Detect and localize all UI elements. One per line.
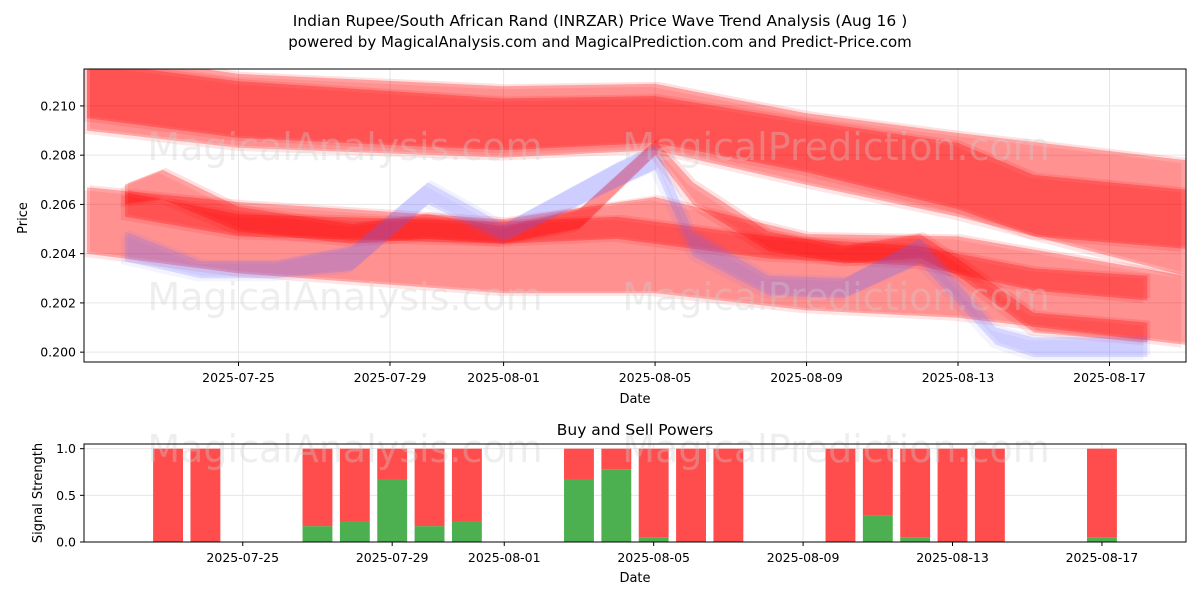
power-x-tick-label: 2025-08-13 (916, 550, 989, 565)
price-x-tick-label: 2025-08-09 (770, 370, 843, 385)
figure: Indian Rupee/South African Rand (INRZAR)… (0, 0, 1200, 600)
price-x-tick-label: 2025-08-05 (619, 370, 692, 385)
power-y-tick-label: 1.0 (56, 441, 76, 456)
price-y-tick-label: 0.206 (40, 197, 76, 212)
watermark-prediction-bottom: MagicalPrediction.com (622, 427, 1050, 471)
power-x-ticks: 2025-07-25 2025-07-29 2025-08-01 2025-08-05… (206, 542, 1138, 565)
price-x-ticks: 2025-07-25 2025-07-29 2025-08-01 2025-08-05… (202, 362, 1146, 385)
power-x-tick-label: 2025-08-01 (468, 550, 541, 565)
buy-bar (639, 537, 669, 542)
price-x-tick-label: 2025-08-13 (922, 370, 995, 385)
power-y-axis-label: Signal Strength (31, 443, 46, 543)
buy-bar (340, 521, 370, 542)
watermark-analysis-bottom: MagicalAnalysis.com (147, 427, 542, 471)
price-y-axis-label: Price (16, 202, 31, 234)
price-chart: MagicalAnalysis.com MagicalPrediction.co… (16, 50, 1188, 407)
buy-bar (863, 516, 893, 542)
power-y-tick-label: 0.5 (56, 488, 76, 503)
price-y-tick-label: 0.202 (40, 295, 76, 310)
price-x-axis-label: Date (619, 392, 650, 407)
power-y-ticks: 0.0 0.5 1.0 (56, 441, 84, 549)
price-y-tick-label: 0.210 (40, 98, 76, 113)
buy-bar (900, 537, 930, 542)
chart-title: Indian Rupee/South African Rand (INRZAR)… (293, 12, 908, 30)
buy-bar (415, 526, 445, 542)
power-x-tick-label: 2025-08-09 (767, 550, 840, 565)
price-x-tick-label: 2025-08-17 (1073, 370, 1146, 385)
watermark-prediction-mid: MagicalPrediction.com (622, 275, 1050, 319)
power-x-tick-label: 2025-07-25 (206, 550, 279, 565)
chart-subtitle: powered by MagicalAnalysis.com and Magic… (288, 33, 912, 51)
price-y-ticks: 0.200 0.202 0.204 0.206 0.208 0.210 (40, 98, 84, 359)
price-x-tick-label: 2025-07-25 (202, 370, 275, 385)
power-x-tick-label: 2025-07-29 (356, 550, 429, 565)
price-x-tick-label: 2025-07-29 (354, 370, 427, 385)
watermark-analysis-top: MagicalAnalysis.com (147, 125, 542, 169)
price-x-tick-label: 2025-08-01 (467, 370, 540, 385)
power-chart: Buy and Sell Powers MagicalAnalysis.com … (31, 421, 1186, 586)
buy-bar (1087, 537, 1117, 542)
power-x-axis-label: Date (619, 571, 650, 586)
buy-bar (452, 521, 482, 542)
buy-bar (601, 469, 631, 542)
price-y-tick-label: 0.208 (40, 148, 76, 163)
buy-bar (564, 479, 594, 542)
power-x-tick-label: 2025-08-05 (617, 550, 690, 565)
sell-bar (1087, 449, 1117, 538)
watermark-analysis-mid: MagicalAnalysis.com (147, 275, 542, 319)
buy-bar (377, 479, 407, 542)
price-y-tick-label: 0.200 (40, 345, 76, 360)
price-y-tick-label: 0.204 (40, 246, 76, 261)
sell-bar (564, 449, 594, 480)
power-x-tick-label: 2025-08-17 (1066, 550, 1139, 565)
buy-bar (303, 526, 333, 542)
power-y-tick-label: 0.0 (56, 535, 76, 550)
watermark-prediction-top: MagicalPrediction.com (622, 125, 1050, 169)
